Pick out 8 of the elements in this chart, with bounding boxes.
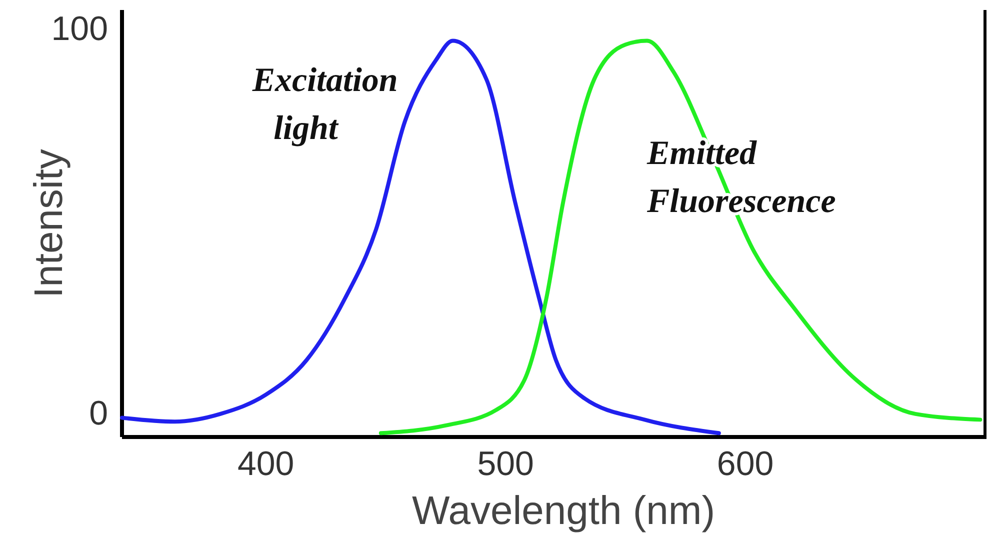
x-tick-label: 500 [477, 445, 534, 484]
y-tick-label: 0 [89, 394, 108, 433]
y-tick-label: 100 [51, 10, 108, 48]
series-label: Excitation light [251, 62, 398, 147]
y-axis-title: Intensity [27, 149, 71, 298]
x-tick-label: 600 [716, 445, 774, 484]
x-tick-label: 400 [237, 445, 294, 484]
x-axis-title: Wavelength (nm) [412, 489, 716, 533]
